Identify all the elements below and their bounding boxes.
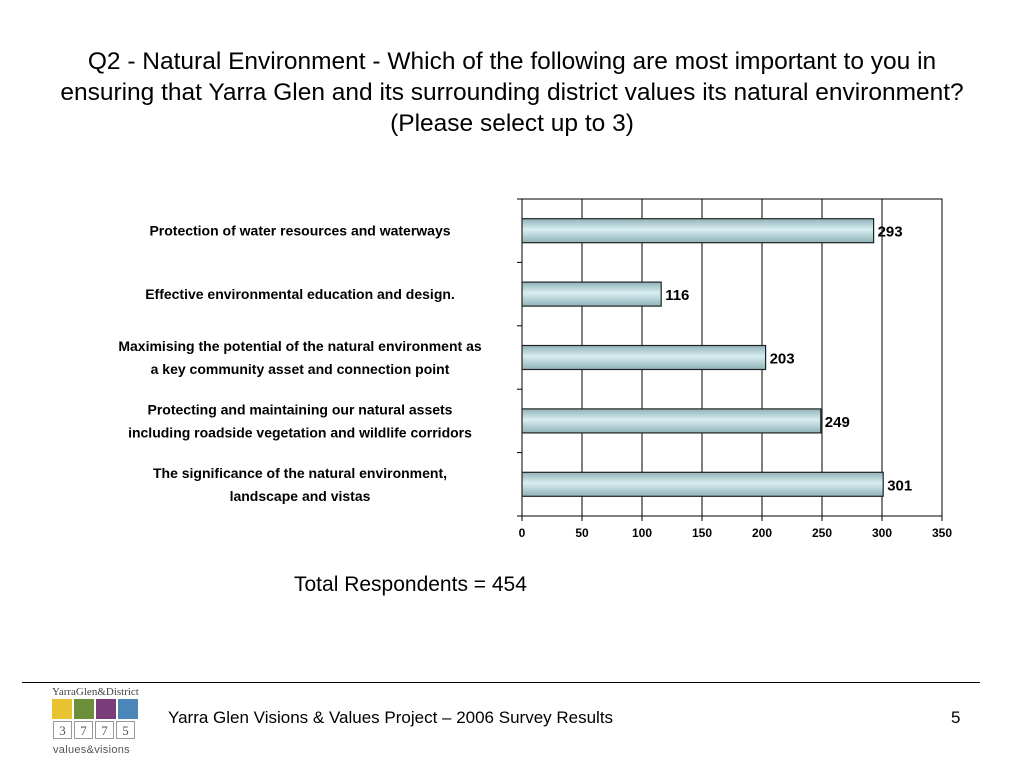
category-label: landscape and vistas (230, 488, 371, 504)
bar (521, 344, 767, 371)
category-label: a key community asset and connection poi… (151, 361, 450, 377)
total-respondents: Total Respondents = 454 (294, 573, 527, 596)
x-tick-label: 100 (632, 526, 652, 540)
category-label: including roadside vegetation and wildli… (128, 424, 472, 440)
data-label: 301 (887, 477, 912, 494)
category-label: Effective environmental education and de… (145, 286, 455, 302)
plot-area: 0 50 100 150 200 250 300 350 293 Protection of wa… (118, 198, 952, 540)
logo-title: YarraGlen&District (52, 686, 139, 698)
x-tick-label: 150 (692, 526, 712, 540)
x-tick-label: 250 (812, 526, 832, 540)
data-label: 116 (665, 287, 689, 304)
logo-digit: 7 (95, 721, 114, 739)
logo-tile-sun-icon (52, 699, 72, 719)
logo-digit: 3 (53, 721, 72, 739)
logo-tile-tree-icon (74, 699, 94, 719)
category-label: Protection of water resources and waterw… (149, 223, 450, 239)
bar (521, 218, 875, 244)
data-label: 293 (878, 224, 903, 241)
category-label: Maximising the potential of the natural … (118, 338, 481, 354)
footer-text: Yarra Glen Visions & Values Project – 20… (168, 708, 614, 727)
x-tick-label: 350 (932, 526, 952, 540)
data-label: 203 (770, 351, 795, 368)
data-label: 249 (825, 414, 850, 431)
yarra-glen-logo: YarraGlen&District 3 7 7 5 values&vision… (50, 686, 144, 758)
logo-tile-hand-icon (118, 699, 138, 719)
footer-divider (22, 682, 980, 683)
x-tick-label: 50 (575, 526, 589, 540)
bar (521, 471, 884, 497)
page-number: 5 (951, 708, 961, 727)
logo-subtitle: values&visions (53, 744, 130, 756)
slide-title: Q2 - Natural Environment - Which of the … (60, 48, 964, 137)
x-tick-label: 200 (752, 526, 772, 540)
x-tick-label: 0 (519, 526, 526, 540)
x-tick-label: 300 (872, 526, 892, 540)
bar-chart: 0 50 100 150 200 250 300 350 293 Protection of wa… (118, 198, 952, 540)
logo-tile-grape-icon (96, 699, 116, 719)
logo-digit: 7 (74, 721, 93, 739)
category-label: Protecting and maintaining our natural a… (148, 401, 453, 417)
category-label: The significance of the natural environm… (153, 465, 447, 481)
bar (521, 408, 822, 434)
logo-digit: 5 (116, 721, 135, 739)
bar (521, 281, 662, 307)
